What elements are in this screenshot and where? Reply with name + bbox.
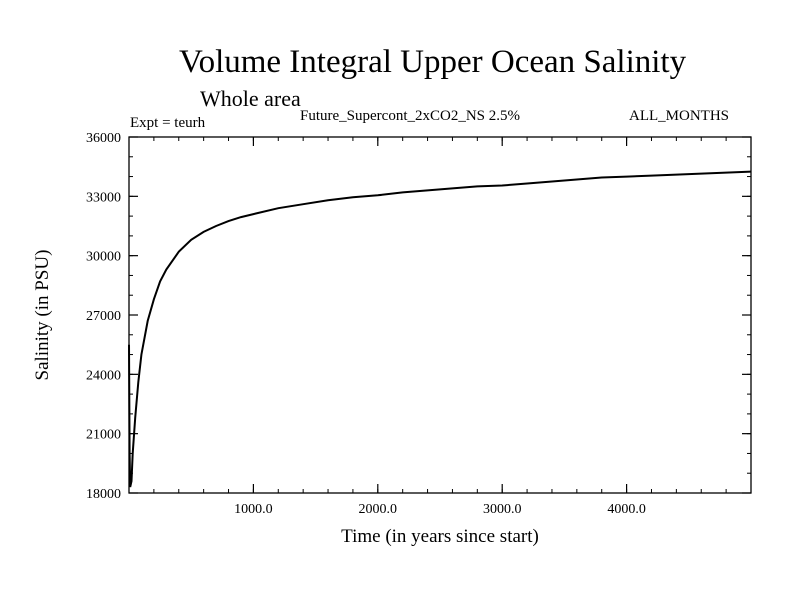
y-tick-label: 30000: [86, 250, 121, 265]
series-line-salinity: [128, 170, 752, 488]
y-axis-label: Salinity (in PSU): [32, 250, 53, 381]
chart-title: Volume Integral Upper Ocean Salinity: [179, 44, 687, 80]
run-name-label: Future_Supercont_2xCO2_NS 2.5%: [300, 108, 520, 124]
x-axis-label: Time (in years since start): [341, 526, 539, 547]
y-tick-label: 21000: [86, 428, 121, 443]
y-tick-label: 33000: [86, 190, 121, 205]
x-tick-label: 1000.0: [234, 502, 273, 517]
y-tick-label: 36000: [86, 131, 121, 146]
y-tick-label: 18000: [86, 487, 121, 502]
x-tick-label: 4000.0: [607, 502, 646, 517]
experiment-label: Expt = teurh: [130, 115, 206, 131]
x-tick-label: 3000.0: [483, 502, 522, 517]
chart-subtitle: Whole area: [200, 86, 301, 111]
y-tick-label: 27000: [86, 309, 121, 324]
x-tick-label: 2000.0: [359, 502, 398, 517]
y-axis-ticks: 18000 21000 24000 27000 30000 33000 36000: [86, 131, 751, 502]
y-tick-label: 24000: [86, 368, 121, 383]
x-axis-ticks: 1000.0 2000.0 3000.0 4000.0: [234, 137, 646, 517]
months-label: ALL_MONTHS: [629, 108, 729, 124]
